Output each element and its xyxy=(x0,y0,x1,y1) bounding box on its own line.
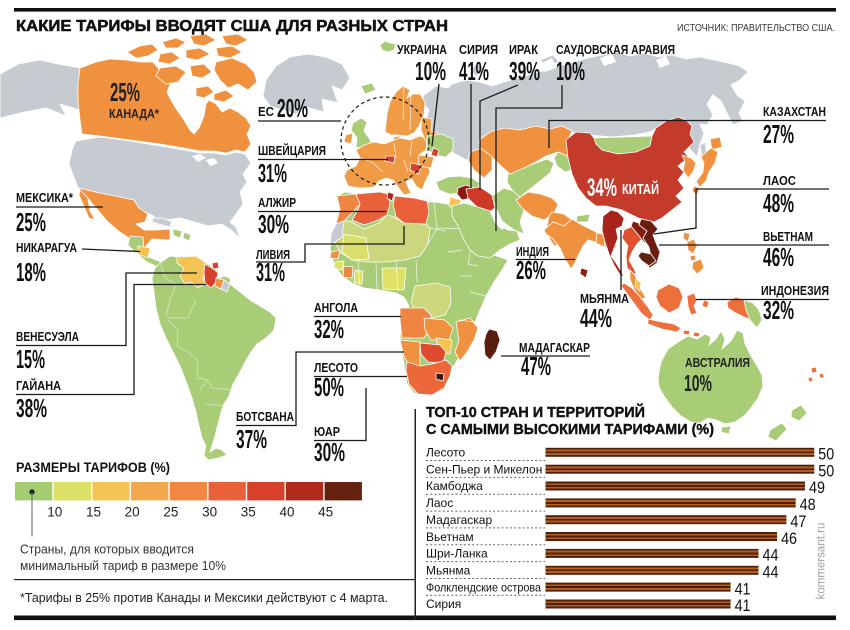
svg-text:44: 44 xyxy=(762,563,778,581)
svg-text:Мьянма: Мьянма xyxy=(426,563,471,577)
svg-text:ЛИВИЯ: ЛИВИЯ xyxy=(256,247,290,262)
svg-text:Вьетнам: Вьетнам xyxy=(426,530,474,544)
svg-text:48: 48 xyxy=(800,496,816,514)
svg-text:Мадагаскар: Мадагаскар xyxy=(426,513,492,527)
svg-text:50: 50 xyxy=(818,462,834,480)
svg-text:КАЗАХСТАН: КАЗАХСТАН xyxy=(763,104,826,119)
svg-text:РАЗМЕРЫ ТАРИФОВ (%): РАЗМЕРЫ ТАРИФОВ (%) xyxy=(16,460,170,475)
svg-text:Страны, для которых вводится: Страны, для которых вводится xyxy=(20,542,194,557)
svg-text:МЬЯНМА: МЬЯНМА xyxy=(580,291,629,306)
svg-text:50%: 50% xyxy=(314,374,344,402)
svg-text:47%: 47% xyxy=(521,353,551,381)
svg-text:ЛЕСОТО: ЛЕСОТО xyxy=(314,360,358,375)
svg-text:10%: 10% xyxy=(556,58,585,86)
svg-text:ШВЕЙЦАРИЯ: ШВЕЙЦАРИЯ xyxy=(258,143,326,158)
svg-text:27%: 27% xyxy=(763,121,794,149)
svg-text:25: 25 xyxy=(163,505,178,520)
svg-text:31%: 31% xyxy=(258,160,287,188)
svg-text:30%: 30% xyxy=(314,439,345,467)
svg-text:46%: 46% xyxy=(763,244,794,272)
svg-text:Камбоджа: Камбоджа xyxy=(426,479,483,493)
svg-text:АНГОЛА: АНГОЛА xyxy=(314,300,358,315)
svg-text:kommersant.ru: kommersant.ru xyxy=(816,523,828,600)
svg-text:34%: 34% xyxy=(587,174,617,202)
svg-text:АЛЖИР: АЛЖИР xyxy=(258,195,296,210)
svg-text:10: 10 xyxy=(47,505,62,520)
svg-text:*Тарифы в 25% против Канады и: *Тарифы в 25% против Канады и Мексики де… xyxy=(20,590,388,605)
svg-text:С САМЫМИ ВЫСОКИМИ ТАРИФАМИ (%): С САМЫМИ ВЫСОКИМИ ТАРИФАМИ (%) xyxy=(426,421,714,438)
svg-text:ИРАК: ИРАК xyxy=(509,42,538,57)
svg-text:Лаос: Лаос xyxy=(426,496,453,510)
svg-text:Сирия: Сирия xyxy=(426,597,461,611)
svg-text:КАКИЕ ТАРИФЫ ВВОДЯТ США ДЛЯ РА: КАКИЕ ТАРИФЫ ВВОДЯТ США ДЛЯ РАЗНЫХ СТРАН xyxy=(16,18,448,35)
svg-text:МАДАГАСКАР: МАДАГАСКАР xyxy=(519,340,590,355)
svg-text:18%: 18% xyxy=(16,259,46,287)
svg-text:31%: 31% xyxy=(256,259,285,287)
svg-text:МЕКСИКА*: МЕКСИКА* xyxy=(16,190,74,205)
svg-text:15%: 15% xyxy=(16,346,45,374)
svg-text:ВЬЕТНАМ: ВЬЕТНАМ xyxy=(763,229,813,244)
svg-text:СИРИЯ: СИРИЯ xyxy=(459,42,498,57)
svg-text:26%: 26% xyxy=(516,257,546,285)
svg-text:41: 41 xyxy=(735,597,751,615)
svg-text:32%: 32% xyxy=(763,297,794,325)
svg-text:ИНДИЯ: ИНДИЯ xyxy=(516,244,549,259)
svg-text:47: 47 xyxy=(790,513,806,531)
svg-text:41: 41 xyxy=(735,580,751,598)
svg-text:20%: 20% xyxy=(277,95,308,123)
svg-text:ТОП-10 СТРАН И ТЕРРИТОРИЙ: ТОП-10 СТРАН И ТЕРРИТОРИЙ xyxy=(426,403,645,421)
svg-text:50: 50 xyxy=(818,446,834,464)
svg-text:30: 30 xyxy=(202,505,217,520)
svg-text:15: 15 xyxy=(86,505,101,520)
svg-text:25%: 25% xyxy=(16,209,46,237)
svg-text:44%: 44% xyxy=(580,305,612,333)
svg-text:46: 46 xyxy=(781,530,797,548)
svg-text:Сен-Пьер и Микелон: Сен-Пьер и Микелон xyxy=(426,462,542,476)
svg-text:ИСТОЧНИК: ПРАВИТЕЛЬСТВО США.: ИСТОЧНИК: ПРАВИТЕЛЬСТВО США. xyxy=(677,23,835,34)
svg-text:КАНАДА*: КАНАДА* xyxy=(109,106,160,121)
svg-text:25%: 25% xyxy=(110,79,140,107)
svg-text:38%: 38% xyxy=(16,395,47,423)
svg-text:41%: 41% xyxy=(459,58,489,86)
svg-text:ГАЙАНА: ГАЙАНА xyxy=(16,378,62,393)
svg-text:37%: 37% xyxy=(236,426,267,454)
svg-text:НИКАРАГУА: НИКАРАГУА xyxy=(16,240,77,255)
svg-text:САУДОВСКАЯ АРАВИЯ: САУДОВСКАЯ АРАВИЯ xyxy=(556,42,675,57)
svg-text:ИНДОНЕЗИЯ: ИНДОНЕЗИЯ xyxy=(761,283,829,298)
svg-text:УКРАИНА: УКРАИНА xyxy=(397,42,447,57)
svg-text:32%: 32% xyxy=(314,316,344,344)
svg-text:минимальный тариф в размере 10: минимальный тариф в размере 10% xyxy=(20,558,226,573)
svg-text:Шри-Ланка: Шри-Ланка xyxy=(426,547,488,561)
svg-text:40: 40 xyxy=(279,505,294,520)
svg-text:ЮАР: ЮАР xyxy=(314,424,340,439)
svg-text:45: 45 xyxy=(318,505,333,520)
svg-text:10%: 10% xyxy=(684,370,712,396)
svg-text:49: 49 xyxy=(809,479,825,497)
svg-text:АВСТРАЛИЯ: АВСТРАЛИЯ xyxy=(685,355,750,370)
svg-text:30%: 30% xyxy=(258,211,289,239)
svg-text:20: 20 xyxy=(125,505,140,520)
svg-text:10%: 10% xyxy=(415,58,446,86)
svg-text:КИТАЙ: КИТАЙ xyxy=(622,180,659,198)
svg-text:44: 44 xyxy=(762,547,778,565)
svg-text:ЕС: ЕС xyxy=(258,104,275,119)
svg-text:Фолклендские острова: Фолклендские острова xyxy=(426,580,541,594)
svg-text:48%: 48% xyxy=(763,190,794,218)
svg-text:Лесото: Лесото xyxy=(426,446,465,460)
svg-text:БОТСВАНА: БОТСВАНА xyxy=(236,409,294,424)
svg-text:ВЕНЕСУЭЛА: ВЕНЕСУЭЛА xyxy=(16,329,79,344)
svg-text:ЛАОС: ЛАОС xyxy=(763,173,797,188)
svg-text:35: 35 xyxy=(241,505,256,520)
svg-text:39%: 39% xyxy=(509,58,540,86)
